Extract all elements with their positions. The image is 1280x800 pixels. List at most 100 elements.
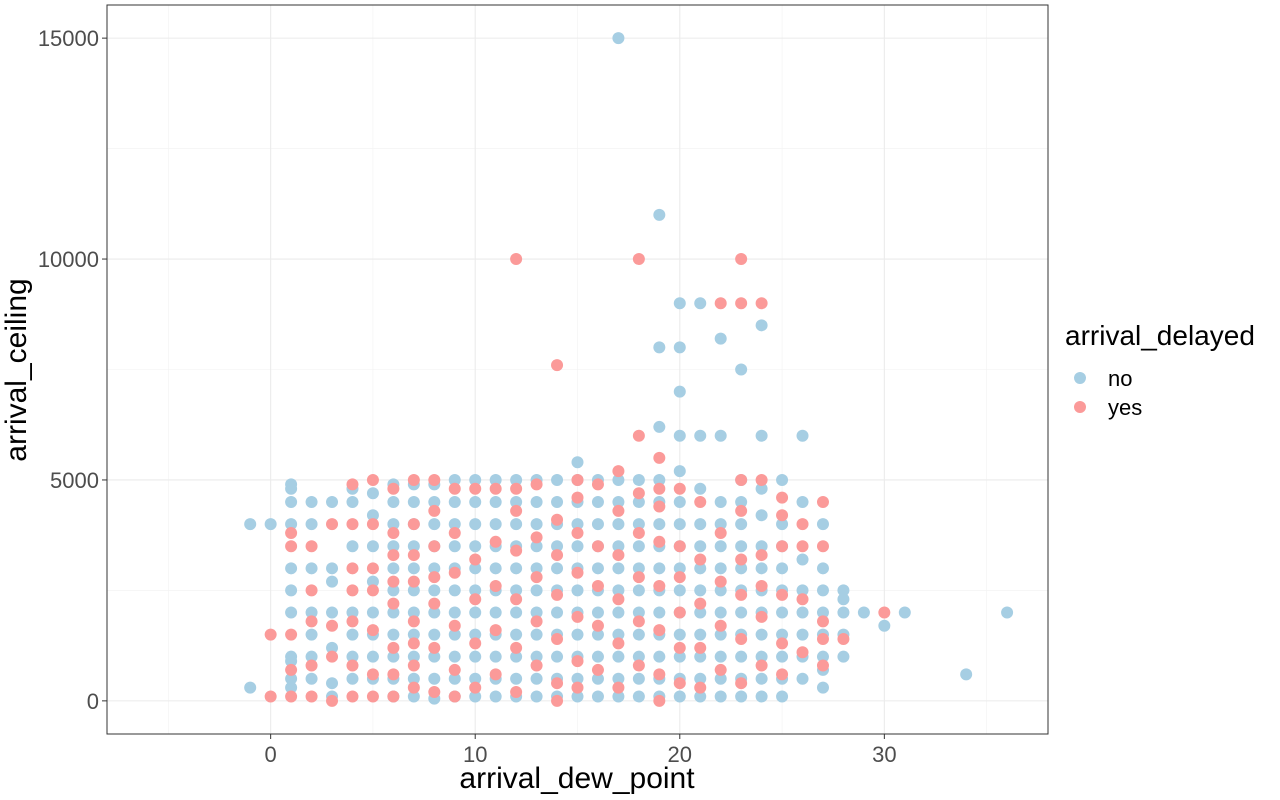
data-point-no (387, 584, 400, 597)
data-point-no (346, 496, 359, 509)
data-point-yes (510, 504, 523, 517)
data-point-no (428, 672, 441, 685)
data-point-no (837, 593, 850, 606)
data-point-yes (776, 588, 789, 601)
data-point-no (469, 628, 482, 641)
data-point-yes (776, 540, 789, 553)
data-point-no (489, 518, 502, 531)
data-point-no (796, 496, 809, 509)
data-point-no (796, 606, 809, 619)
data-point-no (448, 650, 461, 663)
data-point-no (366, 575, 379, 588)
data-point-yes (632, 487, 645, 500)
data-point-no (387, 650, 400, 663)
data-point-no (448, 672, 461, 685)
data-point-yes (489, 668, 502, 681)
data-point-yes (735, 588, 748, 601)
data-point-yes (428, 597, 441, 610)
data-point-yes (346, 615, 359, 628)
data-point-yes (305, 690, 318, 703)
data-point-yes (387, 482, 400, 495)
data-point-no (796, 429, 809, 442)
data-point-yes (530, 531, 543, 544)
data-point-no (653, 606, 666, 619)
data-point-yes (530, 571, 543, 584)
data-point-yes (571, 610, 584, 623)
data-point-no (1001, 606, 1014, 619)
data-point-no (326, 562, 339, 575)
data-point-yes (510, 544, 523, 557)
data-point-yes (714, 663, 727, 676)
data-point-yes (735, 677, 748, 690)
data-point-yes (694, 641, 707, 654)
data-point-yes (407, 681, 420, 694)
data-point-no (346, 628, 359, 641)
data-point-yes (387, 690, 400, 703)
data-point-yes (653, 451, 666, 464)
x-axis-title: arrival_dew_point (459, 762, 695, 795)
data-point-yes (735, 473, 748, 486)
data-point-yes (673, 571, 686, 584)
data-point-yes (428, 540, 441, 553)
data-point-yes (653, 624, 666, 637)
data-point-yes (530, 615, 543, 628)
data-point-no (796, 628, 809, 641)
data-point-no (714, 518, 727, 531)
data-point-yes (632, 526, 645, 539)
data-point-no (530, 584, 543, 597)
data-point-no (407, 584, 420, 597)
data-point-yes (591, 579, 604, 592)
data-point-yes (796, 518, 809, 531)
data-point-yes (428, 686, 441, 699)
data-point-no (714, 429, 727, 442)
data-point-yes (632, 615, 645, 628)
data-point-yes (530, 659, 543, 672)
data-point-no (407, 540, 420, 553)
data-point-yes (816, 540, 829, 553)
data-point-no (735, 650, 748, 663)
data-point-no (612, 628, 625, 641)
data-point-yes (612, 465, 625, 478)
data-point-no (530, 518, 543, 531)
data-point-no (755, 482, 768, 495)
data-point-no (714, 650, 727, 663)
data-point-yes (366, 690, 379, 703)
data-point-no (878, 619, 891, 632)
data-point-no (571, 540, 584, 553)
y-tick-label: 10000 (38, 247, 99, 272)
data-point-no (776, 690, 789, 703)
data-point-no (837, 650, 850, 663)
data-point-no (407, 672, 420, 685)
data-point-yes (612, 593, 625, 606)
data-point-yes (694, 553, 707, 566)
data-point-no (632, 496, 645, 509)
data-point-yes (305, 615, 318, 628)
data-point-yes (571, 655, 584, 668)
x-tick-label: 30 (872, 742, 896, 767)
data-point-no (326, 496, 339, 509)
data-point-no (285, 562, 298, 575)
data-point-no (755, 540, 768, 553)
data-point-no (428, 628, 441, 641)
legend-label-yes: yes (1108, 395, 1142, 420)
data-point-no (489, 496, 502, 509)
data-point-no (653, 208, 666, 221)
data-point-no (407, 606, 420, 619)
data-point-no (816, 606, 829, 619)
data-point-no (407, 496, 420, 509)
data-point-yes (366, 473, 379, 486)
data-point-no (796, 672, 809, 685)
data-point-yes (653, 579, 666, 592)
data-point-yes (632, 253, 645, 266)
data-point-no (673, 297, 686, 310)
data-point-yes (326, 518, 339, 531)
data-point-yes (530, 478, 543, 491)
data-point-yes (714, 297, 727, 310)
data-point-yes (346, 518, 359, 531)
data-point-yes (653, 535, 666, 548)
data-point-no (387, 540, 400, 553)
data-point-yes (489, 482, 502, 495)
legend: arrival_delayed no yes (1065, 320, 1255, 420)
data-point-no (530, 690, 543, 703)
